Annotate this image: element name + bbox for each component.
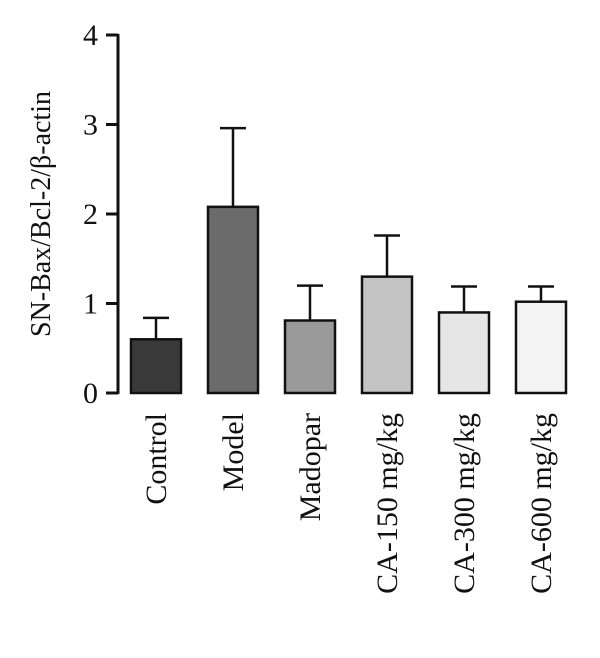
x-tick-label-5: CA-600 mg/kg: [525, 413, 558, 594]
y-axis: 0 1 2 3 4: [83, 19, 120, 410]
x-tick-label-4: CA-300 mg/kg: [448, 413, 481, 594]
bar-3: [360, 275, 414, 395]
y-tick-label-1: 1: [83, 288, 98, 321]
y-tick-label-3: 3: [83, 109, 98, 142]
x-tick-label-3: CA-150 mg/kg: [371, 413, 404, 594]
x-tick-label-0: Control: [140, 413, 173, 505]
bars-group: [129, 126, 568, 395]
x-tick-label-1: Model: [217, 413, 250, 491]
bar-4: [437, 311, 491, 395]
y-tick-label-4: 4: [83, 19, 98, 52]
y-axis-title: SN-Bax/Bcl-2/β-actin: [26, 91, 57, 337]
x-tick-label-2: Madopar: [294, 413, 327, 521]
bar-1: [206, 205, 260, 395]
x-axis-labels: Control Model Madopar CA-150 mg/kg CA-300 mg…: [140, 413, 558, 594]
y-tick-label-0: 0: [83, 377, 98, 410]
bar-2: [283, 319, 337, 395]
bar-5: [514, 300, 568, 395]
bar-0: [129, 338, 183, 395]
y-tick-label-2: 2: [83, 198, 98, 231]
